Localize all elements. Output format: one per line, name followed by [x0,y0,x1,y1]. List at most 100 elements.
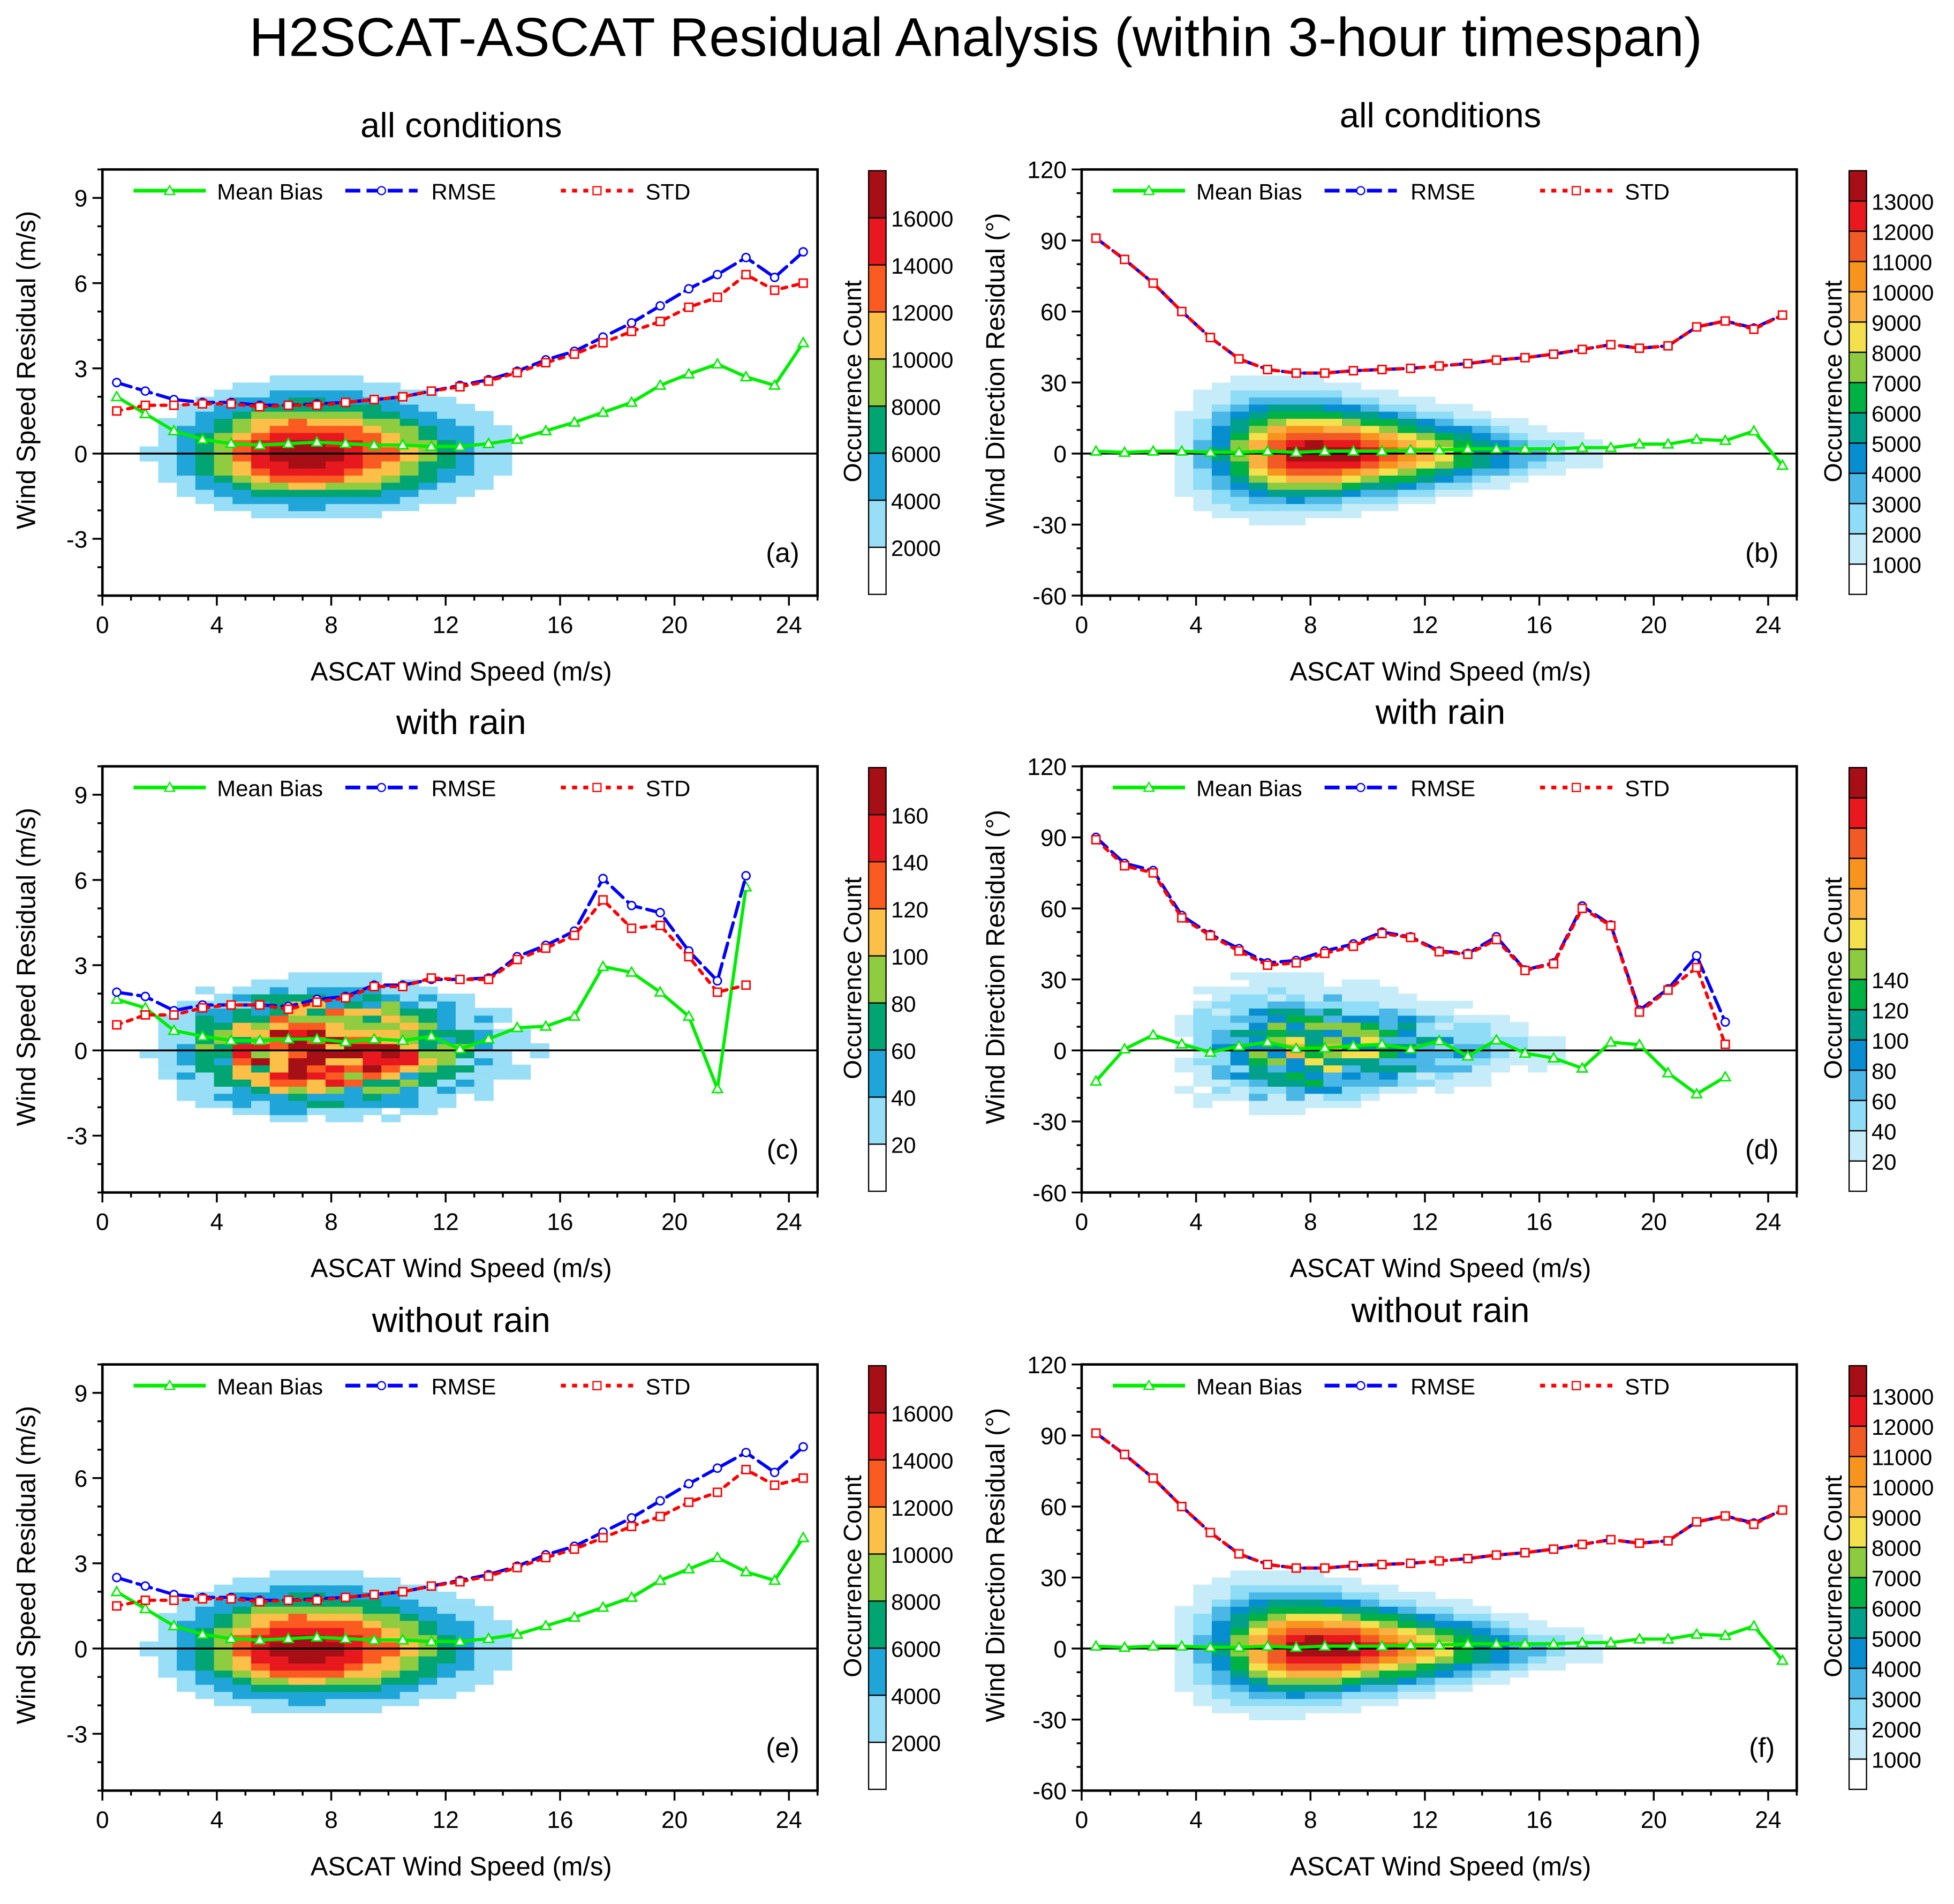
std-point [1549,959,1559,969]
rmse-point [712,1463,722,1473]
heatmap-cell [177,468,197,476]
heatmap-cell [1509,1029,1529,1037]
heatmap-cell [455,468,476,476]
heatmap-cell [1268,1662,1287,1671]
heatmap-cell [1360,389,1380,398]
heatmap-cell [1249,404,1269,412]
heatmap-cell [195,453,215,462]
heatmap-cell [363,1705,382,1713]
heatmap-cell [307,1107,327,1116]
heatmap-cell [381,1050,401,1058]
heatmap-cell [1342,411,1362,419]
heatmap-cell [437,1007,457,1016]
heatmap-cell [1342,1057,1362,1066]
colorbar-tick-label: 3000 [1872,492,1921,517]
bias-point [1776,458,1789,470]
heatmap-cell [232,1093,252,1101]
heatmap-cell [1490,453,1510,462]
heatmap-cell [399,1599,419,1607]
heatmap-cell [363,1684,382,1692]
heatmap-cell [381,1577,401,1586]
heatmap-cell [381,468,401,476]
bias-point [1204,1045,1217,1057]
bias-point [682,367,696,379]
heatmap-cell [307,1705,327,1713]
heatmap-cell [158,1655,178,1664]
heatmap-cell [399,461,419,469]
bias-point [368,438,381,450]
heatmap-cell [1230,1606,1250,1614]
colorbar-swatch [1848,1070,1867,1101]
heatmap-cell [1416,1606,1436,1614]
bias-point [768,379,781,390]
std-point [484,376,494,386]
heatmap-cell [344,972,364,981]
heatmap-cell [177,1093,197,1101]
colorbar-swatch [867,1695,887,1743]
std-line [1094,1431,1784,1570]
heatmap-cell [418,1107,438,1116]
std-point [741,980,751,990]
heatmap-cell [493,1662,512,1671]
heatmap-cell [195,1093,215,1101]
heatmap-cell [195,1079,215,1087]
heatmap-cell [1211,382,1232,390]
std-point [426,1581,436,1591]
heatmap-cell [1360,1591,1380,1600]
heatmap-cell [344,489,364,497]
colorbar-tick-label: 120 [891,897,929,922]
heatmap-cell [344,389,364,398]
heatmap-cell [1193,1093,1213,1101]
heatmap-cell [307,1029,327,1037]
heatmap-cell [214,446,233,455]
std-point [1606,340,1616,350]
colorbar-tick-label: 4000 [1872,462,1921,487]
heatmap-cell [288,453,308,462]
colorbar-tick-label: 100 [891,944,929,969]
std-point [1749,1519,1759,1529]
heatmap-cell [381,1029,401,1037]
bias-point [511,1021,524,1033]
heatmap-cell [493,1014,512,1023]
heatmap-cell [307,1086,327,1094]
heatmap-cell [1379,1677,1399,1685]
heatmap-cell [1379,496,1399,505]
heatmap-cell [1416,1029,1436,1037]
heatmap-cell [1286,1613,1306,1621]
heatmap-cell [1174,1086,1194,1094]
heatmap-cell [418,986,438,995]
heatmap-cell [1249,489,1269,497]
heatmap-cell [493,461,512,469]
heatmap-cell [1230,1591,1250,1600]
heatmap-cell [1268,389,1287,398]
colorbar-tick-label: 12000 [891,1495,953,1521]
std-point [1749,324,1759,334]
heatmap-cell [214,453,233,462]
heatmap-cell [269,1584,289,1593]
heatmap-cell [1490,1064,1510,1073]
heatmap-cell [399,1684,419,1692]
heatmap-cell [1398,1036,1417,1044]
heatmap-cell [1398,1072,1417,1080]
bias-point [1719,434,1732,445]
heatmap-cell [1453,1014,1473,1023]
heatmap-cell [139,1050,159,1058]
heatmap-cell [214,1613,233,1621]
heatmap-cell [1323,468,1343,476]
heatmap-cell [418,432,438,440]
heatmap-cell [1379,1014,1399,1023]
heatmap-cell [1416,1014,1436,1023]
heatmap-cell [437,1649,457,1657]
heatmap-cell [1268,1050,1287,1058]
heatmap-cell [1416,1662,1436,1671]
heatmap-cell [1453,404,1473,412]
heatmap-cell [1416,1000,1436,1009]
x-axis-label: ASCAT Wind Speed (m/s) [311,1852,612,1881]
heatmap-cell [1286,1086,1306,1094]
heatmap-cell [1268,1684,1287,1692]
heatmap-cell [1304,396,1324,405]
heatmap-cell [1193,1599,1213,1607]
heatmap-cell [232,1649,252,1657]
heatmap-cell [307,1677,327,1685]
heatmap-cell [530,1043,549,1051]
